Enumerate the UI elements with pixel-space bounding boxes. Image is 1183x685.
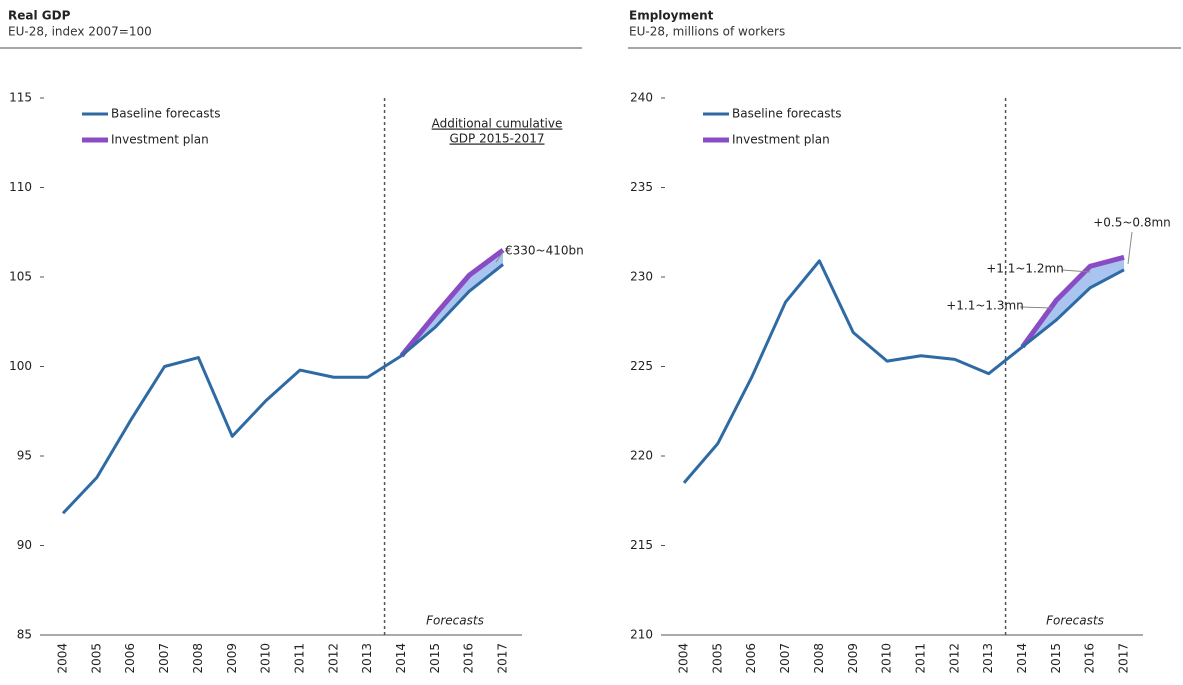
annotation: GDP 2015-2017: [450, 132, 545, 146]
x-tick-label: 2013: [981, 643, 995, 674]
x-tick-label: 2004: [56, 643, 70, 674]
x-tick-label: 2008: [191, 643, 205, 674]
x-tick-label: 2016: [462, 643, 476, 674]
chart-title: Employment: [629, 9, 714, 23]
y-tick-label: 215: [630, 538, 653, 552]
x-tick-label: 2011: [913, 643, 927, 674]
x-tick-label: 2006: [123, 643, 137, 674]
annotation: +1.1~1.3mn: [946, 299, 1024, 313]
leader-line: [1127, 231, 1133, 265]
x-tick-label: 2008: [812, 643, 826, 674]
chart-subtitle: EU-28, index 2007=100: [8, 25, 152, 39]
leader-line: [495, 251, 504, 263]
legend-label: Investment plan: [732, 133, 830, 147]
y-tick-label: 85: [17, 628, 32, 642]
series-line: [399, 248, 505, 358]
x-tick-label: 2005: [89, 643, 103, 674]
legend-label: Baseline forecasts: [111, 107, 220, 121]
y-tick-label: 90: [17, 538, 32, 552]
x-tick-label: 2012: [326, 643, 340, 674]
x-tick-label: 2006: [744, 643, 758, 674]
y-tick-label: 240: [630, 91, 653, 105]
y-tick-label: 95: [17, 449, 32, 463]
x-tick-label: 2016: [1083, 643, 1097, 674]
x-tick-label: 2004: [677, 643, 691, 674]
y-tick-label: 110: [9, 180, 32, 194]
y-tick-label: 225: [630, 359, 653, 373]
y-tick-label: 235: [630, 180, 653, 194]
y-tick-label: 105: [9, 270, 32, 284]
x-tick-label: 2014: [1015, 643, 1029, 674]
legend-label: Investment plan: [111, 133, 209, 147]
leader-line: [1019, 306, 1053, 309]
leader-line: [1061, 269, 1091, 273]
x-tick-label: 2009: [225, 643, 239, 674]
x-tick-label: 2005: [710, 643, 724, 674]
x-tick-label: 2011: [292, 643, 306, 674]
x-tick-label: 2017: [496, 643, 510, 674]
x-tick-label: 2010: [259, 643, 273, 674]
series-line: [1020, 254, 1125, 349]
annotation: +1.1~1.2mn: [986, 262, 1064, 276]
annotation: Forecasts: [426, 614, 484, 628]
annotation: €330~410bn: [505, 244, 584, 258]
x-tick-label: 2007: [157, 643, 171, 674]
annotation: Additional cumulative: [432, 117, 563, 131]
annotation: Forecasts: [1046, 614, 1104, 628]
y-tick-label: 220: [630, 449, 653, 463]
legend-label: Baseline forecasts: [732, 107, 841, 121]
series-line: [682, 259, 1125, 484]
x-tick-label: 2015: [1049, 643, 1063, 674]
x-tick-label: 2017: [1117, 643, 1131, 674]
x-tick-label: 2007: [778, 643, 792, 674]
y-tick-label: 100: [9, 359, 32, 373]
y-tick-label: 210: [630, 628, 653, 642]
x-tick-label: 2009: [846, 643, 860, 674]
annotation: +0.5~0.8mn: [1093, 216, 1171, 230]
chart-subtitle: EU-28, millions of workers: [629, 25, 785, 39]
x-tick-label: 2012: [947, 643, 961, 674]
x-tick-label: 2014: [394, 643, 408, 674]
series-line: [61, 263, 504, 515]
chart-title: Real GDP: [8, 9, 71, 23]
x-tick-label: 2013: [360, 643, 374, 674]
y-tick-label: 230: [630, 270, 653, 284]
y-tick-label: 115: [9, 91, 32, 105]
x-tick-label: 2010: [880, 643, 894, 674]
gap-band: [401, 250, 504, 356]
x-tick-label: 2015: [428, 643, 442, 674]
